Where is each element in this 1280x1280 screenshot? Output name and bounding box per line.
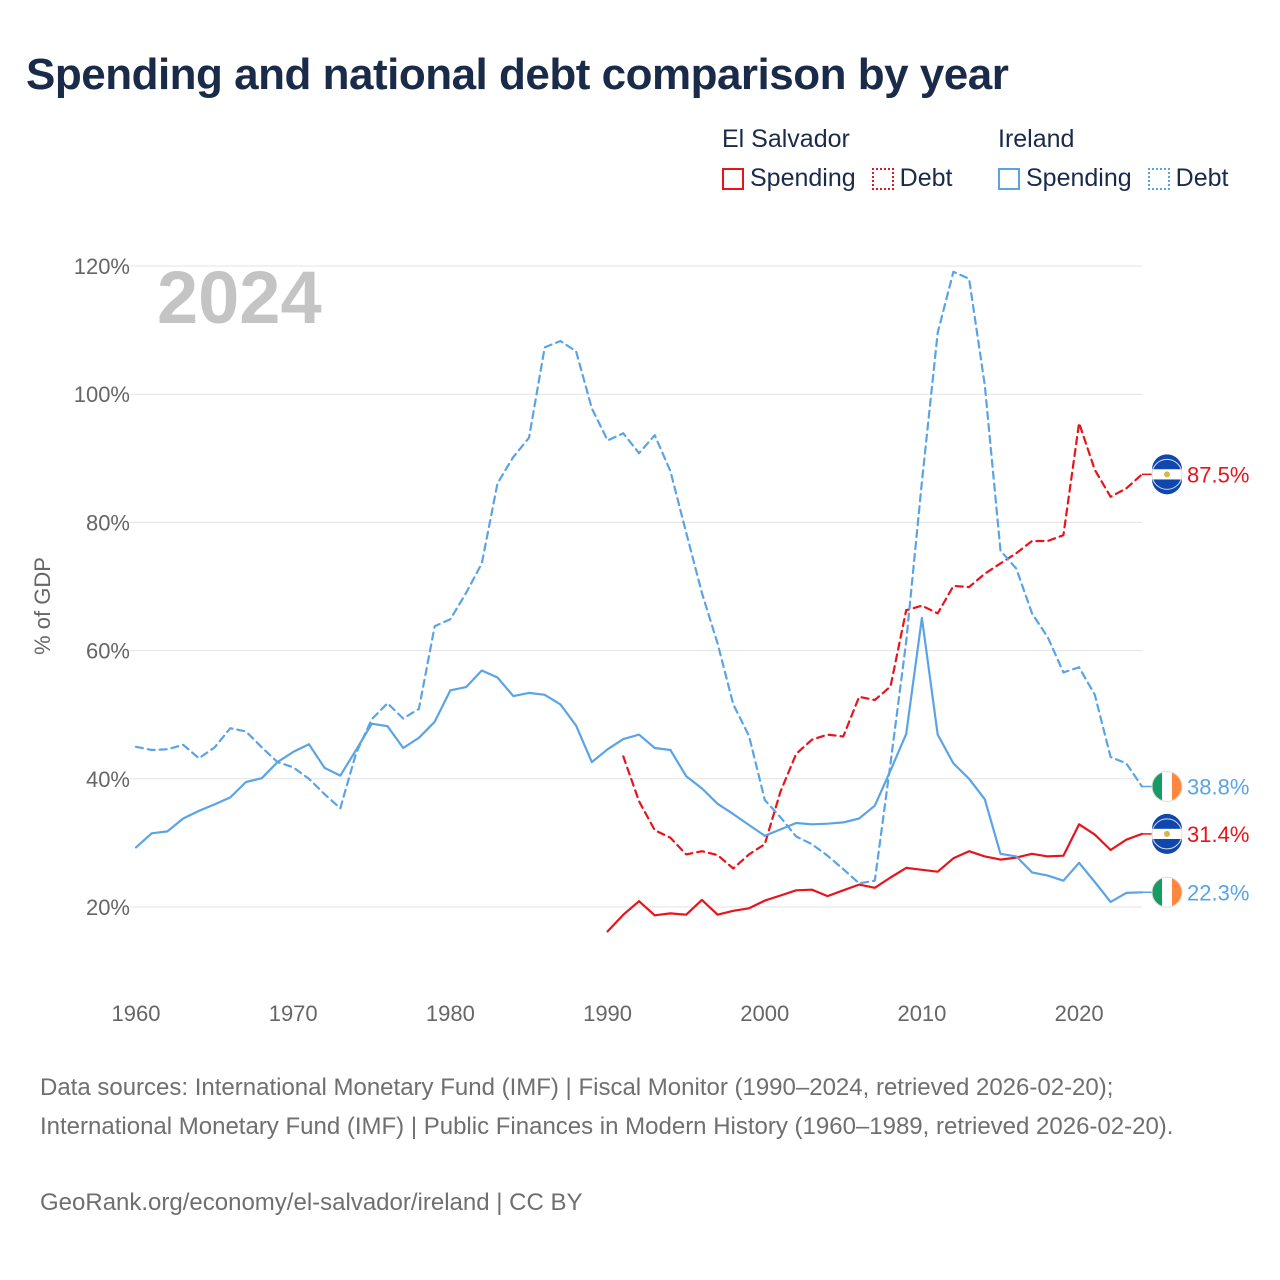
chart-plot: 2024 % of GDP 20%40%60%80%100%120% 1960 1… (30, 254, 1249, 1026)
end-label-ireland-spending: 22.3% (1142, 876, 1249, 908)
x-tick-label: 2000 (740, 1001, 789, 1026)
series-line-el-salvador-spending[interactable] (606, 823, 1144, 933)
legend-item-ireland-spending[interactable]: Spending (998, 164, 1132, 193)
legend-item-el-salvador-spending[interactable]: Spending (722, 164, 856, 193)
ireland-flag-icon (1151, 770, 1183, 802)
legend-group-el-salvador: El Salvador Spending Debt (722, 122, 952, 193)
x-tick-label: 1990 (583, 1001, 632, 1026)
series-line-ireland-debt[interactable] (134, 270, 1144, 885)
flag-stripe-top (1152, 454, 1182, 470)
legend-swatch-dotted (1147, 167, 1170, 190)
grid-lines (130, 265, 1142, 908)
legend-item-el-salvador-debt[interactable]: Debt (871, 164, 953, 193)
el-salvador-flag-icon (1151, 454, 1183, 495)
flag-badge-ring (1151, 458, 1183, 490)
end-labels: 87.5% 38.8% 31.4% 22.3% (1142, 454, 1249, 908)
credit-link[interactable]: GeoRank.org/economy/el-salvador/ireland … (40, 1189, 583, 1216)
y-tick-label: 80% (86, 510, 130, 535)
legend-item-label: Debt (899, 164, 953, 192)
flag-band-orange (1172, 878, 1182, 907)
flag-stripe-top (1152, 813, 1182, 829)
legend-item-label: Debt (1175, 164, 1229, 192)
y-axis-ticks: 20% 40% 60% 80% 100% 120% (74, 254, 130, 920)
chart-title: Spending and national debt comparison by… (26, 50, 1009, 99)
x-tick-label: 1960 (112, 1001, 161, 1026)
y-tick-label: 20% (86, 895, 130, 920)
el-salvador-flag-icon (1151, 813, 1183, 854)
flag-band-green (1152, 878, 1162, 907)
legend-item-label: Spending (750, 164, 856, 192)
series-line-ireland-spending[interactable] (134, 616, 1144, 904)
end-label-ireland-debt: 38.8% (1142, 770, 1249, 802)
x-tick-label: 2020 (1055, 1001, 1104, 1026)
x-tick-label: 1970 (269, 1001, 318, 1026)
flag-emblem (1164, 830, 1170, 837)
ireland-flag-icon (1151, 876, 1183, 908)
x-tick-label: 1980 (426, 1001, 475, 1026)
end-label-el-salvador-spending: 31.4% (1142, 813, 1249, 854)
flag-band-orange (1172, 772, 1182, 801)
end-label-el-salvador-debt: 87.5% (1142, 454, 1249, 495)
end-value-label: 87.5% (1187, 462, 1249, 487)
legend-item-ireland-debt[interactable]: Debt (1147, 164, 1229, 193)
series-line-el-salvador-debt[interactable] (622, 421, 1144, 870)
legend-swatch-dotted (871, 167, 894, 190)
legend-group-name: Ireland (998, 125, 1075, 153)
y-tick-label: 60% (86, 639, 130, 664)
flag-emblem (1164, 471, 1170, 478)
data-source-note: Data sources: International Monetary Fun… (40, 1074, 1174, 1140)
end-value-label: 31.4% (1187, 822, 1249, 847)
flag-band-green (1152, 772, 1162, 801)
y-tick-label: 120% (74, 254, 130, 279)
flag-badge-ring (1151, 876, 1183, 908)
series-lines (134, 270, 1144, 933)
legend-group-name: El Salvador (722, 125, 850, 153)
x-tick-label: 2010 (897, 1001, 946, 1026)
flag-stripe-bottom (1152, 838, 1182, 854)
year-label: 2024 (157, 256, 322, 339)
y-tick-label: 100% (74, 382, 130, 407)
end-value-label: 38.8% (1187, 774, 1249, 799)
y-axis-label: % of GDP (30, 557, 55, 655)
flag-stripe-bottom (1152, 479, 1182, 495)
legend-group-ireland: Ireland Spending Debt (998, 122, 1228, 193)
legend-item-label: Spending (1026, 164, 1132, 192)
flag-badge-ring (1151, 770, 1183, 802)
y-tick-label: 40% (86, 767, 130, 792)
flag-badge-ring (1151, 818, 1183, 850)
legend-swatch-solid (998, 167, 1020, 190)
legend-swatch-solid (722, 167, 744, 190)
end-value-label: 22.3% (1187, 880, 1249, 905)
x-axis-ticks: 1960 1970 1980 1990 2000 2010 2020 (112, 1001, 1104, 1026)
